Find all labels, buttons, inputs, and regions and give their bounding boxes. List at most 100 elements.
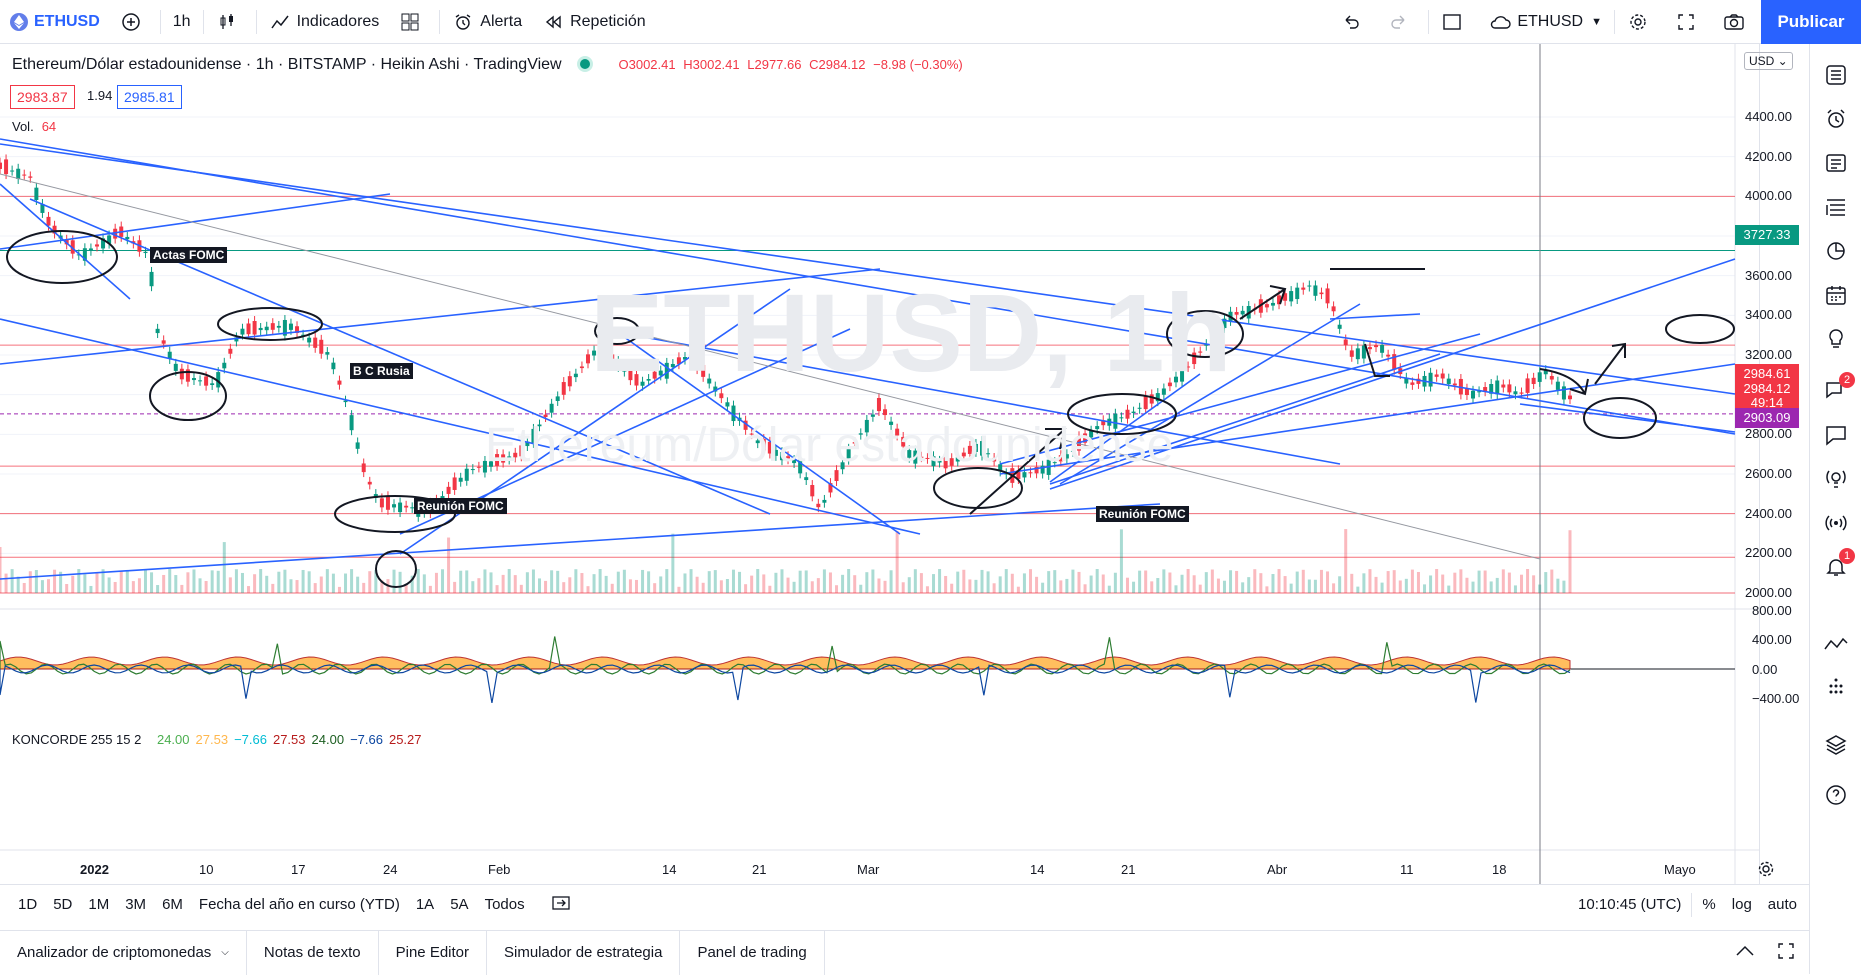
volume-bar (677, 586, 681, 593)
volume-bar (495, 585, 499, 593)
calendar-chart-button[interactable] (1823, 238, 1849, 264)
streams-button[interactable] (1823, 466, 1849, 492)
volume-bar (816, 578, 820, 593)
range-button[interactable]: Fecha del año en curso (YTD) (198, 896, 400, 913)
help-button[interactable] (1823, 782, 1849, 808)
volume-bar (689, 569, 693, 593)
publish-button[interactable]: Publicar (1761, 0, 1861, 44)
volume-bar (1065, 578, 1069, 593)
ideas-button[interactable] (1823, 326, 1849, 352)
layers-button[interactable] (1823, 732, 1849, 758)
range-button[interactable]: Todos (484, 896, 525, 913)
currency-selector[interactable]: USD ⌄ (1744, 52, 1793, 70)
volume-bar (447, 537, 451, 593)
range-button[interactable]: 1M (88, 896, 110, 913)
candle-body (1367, 347, 1372, 350)
candle-body (4, 159, 9, 175)
alert-button[interactable]: Alerta (442, 0, 532, 44)
volume-bar (707, 571, 711, 593)
volume-bar (471, 581, 475, 593)
range-button[interactable]: 5A (450, 896, 469, 913)
volume-bar (744, 584, 748, 593)
volume-bar (1447, 585, 1451, 593)
calendar-button[interactable] (1823, 282, 1849, 308)
axis-settings-button[interactable] (1757, 860, 1775, 883)
chats-button[interactable]: 2 (1823, 372, 1855, 404)
volume-bar (441, 569, 445, 593)
volume-bar (65, 584, 69, 593)
candle-body (998, 464, 1003, 472)
chart-type-button[interactable] (206, 0, 254, 44)
maximize-panel-button[interactable] (1777, 942, 1795, 964)
clock-utc[interactable]: 10:10:45 (UTC) (1578, 896, 1682, 913)
range-button[interactable]: 5D (53, 896, 73, 913)
redo-button[interactable] (1378, 0, 1426, 44)
chart-pane[interactable] (0, 44, 1760, 884)
compare-add-button[interactable] (110, 0, 158, 44)
candle-body (1016, 470, 1021, 480)
candle-body (901, 436, 906, 447)
alerts-button[interactable] (1823, 106, 1849, 132)
screenshot-button[interactable] (1713, 0, 1761, 44)
chart-canvas[interactable] (0, 44, 1760, 884)
interval-button[interactable]: 1h (172, 12, 191, 30)
object-tree-button[interactable] (1823, 674, 1849, 700)
range-button[interactable]: 6M (162, 896, 183, 913)
volume-bar (1477, 570, 1481, 593)
fullscreen-button[interactable] (1665, 0, 1713, 44)
tab-trading-panel[interactable]: Panel de trading (680, 930, 825, 975)
volume-bar (604, 575, 608, 593)
candle-body (1386, 354, 1391, 357)
volume-bar (871, 569, 875, 593)
data-window-button[interactable] (1823, 150, 1849, 176)
series-title[interactable]: Ethereum/Dólar estadounidense · 1h · BIT… (12, 56, 562, 73)
annotation-actas-fomc[interactable]: Actas FOMC (150, 247, 228, 263)
collapse-panel-button[interactable] (1735, 944, 1755, 962)
messages-button[interactable] (1823, 422, 1849, 448)
candle-body (1325, 288, 1330, 304)
volume-bar (719, 580, 723, 593)
close-value: C2984.12 (809, 57, 866, 72)
notifications-button[interactable]: 1 (1823, 548, 1855, 580)
tab-text-notes[interactable]: Notas de texto (247, 930, 379, 975)
volume-bar (216, 570, 220, 593)
percent-toggle[interactable]: % (1702, 896, 1716, 913)
tab-crypto-screener[interactable]: Analizador de criptomonedas ⌵ (0, 930, 247, 975)
indicator-name[interactable]: KONCORDE 255 15 2 (12, 732, 142, 747)
candle-body (264, 326, 269, 331)
hotlists-button[interactable] (1823, 194, 1849, 220)
annotation-reunion-fomc-2[interactable]: Reunión FOMC (1096, 506, 1189, 522)
trend-line (999, 363, 1736, 475)
layout-selector-button[interactable] (1431, 0, 1479, 44)
range-button[interactable]: 1D (18, 896, 38, 913)
indicators-button[interactable]: Indicadores (259, 0, 390, 44)
volume-bar (986, 571, 990, 593)
undo-button[interactable] (1330, 0, 1378, 44)
volume-bar (1435, 569, 1439, 593)
tab-strategy-tester[interactable]: Simulador de estrategia (487, 930, 681, 975)
broadcast-button[interactable] (1823, 510, 1849, 536)
auto-toggle[interactable]: auto (1767, 896, 1797, 913)
drawing-templates-button[interactable] (1823, 632, 1849, 658)
indicators-icon (269, 11, 291, 33)
bid-price-box[interactable]: 2983.87 (10, 85, 75, 109)
settings-button[interactable] (1617, 0, 1665, 44)
candle-body (676, 357, 681, 365)
candle-body (816, 503, 821, 508)
candle-body (579, 366, 584, 369)
ask-price-box[interactable]: 2985.81 (117, 85, 182, 109)
range-button[interactable]: 1A (415, 896, 435, 913)
cloud-layout-button[interactable]: ETHUSD ▼ (1479, 0, 1612, 44)
candle-body (519, 445, 524, 457)
annotation-reunion-fomc-1[interactable]: Reunión FOMC (414, 498, 507, 514)
range-button[interactable]: 3M (125, 896, 147, 913)
watchlist-button[interactable] (1823, 62, 1849, 88)
candle-body (185, 369, 190, 382)
log-toggle[interactable]: log (1731, 896, 1752, 913)
symbol-search[interactable]: ETHUSD (0, 0, 110, 44)
tab-pine-editor[interactable]: Pine Editor (379, 930, 487, 975)
annotation-bc-rusia[interactable]: B C Rusia (350, 363, 413, 379)
goto-date-button[interactable] (551, 894, 571, 916)
replay-button[interactable]: Repetición (532, 0, 656, 44)
layouts-button[interactable] (389, 0, 437, 44)
